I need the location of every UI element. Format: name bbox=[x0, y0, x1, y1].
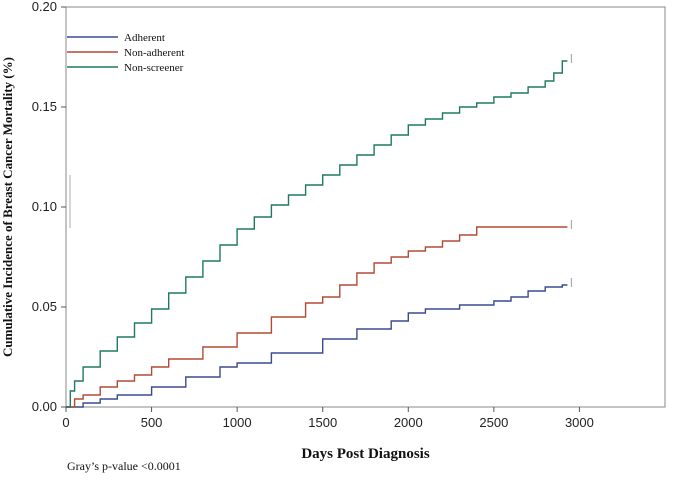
x-tick-label: 1000 bbox=[223, 415, 252, 430]
legend-label: Non-adherent bbox=[124, 47, 184, 59]
y-tick-label: 0.10 bbox=[32, 199, 57, 214]
series-line-adherent bbox=[66, 284, 568, 408]
x-tick-label: 0 bbox=[62, 415, 69, 430]
p-value-annotation: Gray’s p-value <0.0001 bbox=[67, 459, 181, 473]
y-tick-label: 0.00 bbox=[32, 399, 57, 414]
x-axis-title: Days Post Diagnosis bbox=[301, 446, 430, 462]
y-tick-label: 0.05 bbox=[32, 299, 57, 314]
y-tick-label: 0.20 bbox=[32, 0, 57, 14]
x-tick-label: 2000 bbox=[394, 415, 423, 430]
x-tick-label: 2500 bbox=[479, 415, 508, 430]
y-tick-label: 0.15 bbox=[32, 99, 57, 114]
series-line-non-adherent bbox=[66, 226, 568, 408]
series-line-non-screener bbox=[66, 60, 568, 408]
x-tick-label: 500 bbox=[141, 415, 163, 430]
legend-label: Non-screener bbox=[124, 62, 184, 74]
x-tick-label: 3000 bbox=[565, 415, 594, 430]
legend-label: Adherent bbox=[124, 32, 165, 44]
x-tick-label: 1500 bbox=[308, 415, 337, 430]
axes: 0.00 0.05 0.10 0.15 0.20 0 500 1000 1500 2000 2500… bbox=[32, 0, 594, 430]
series-layer bbox=[66, 54, 573, 408]
legend: Adherent Non-adherent Non-screener bbox=[67, 32, 184, 74]
y-axis-title: Cumulative Incidence of Breast Cancer Mo… bbox=[0, 57, 15, 357]
